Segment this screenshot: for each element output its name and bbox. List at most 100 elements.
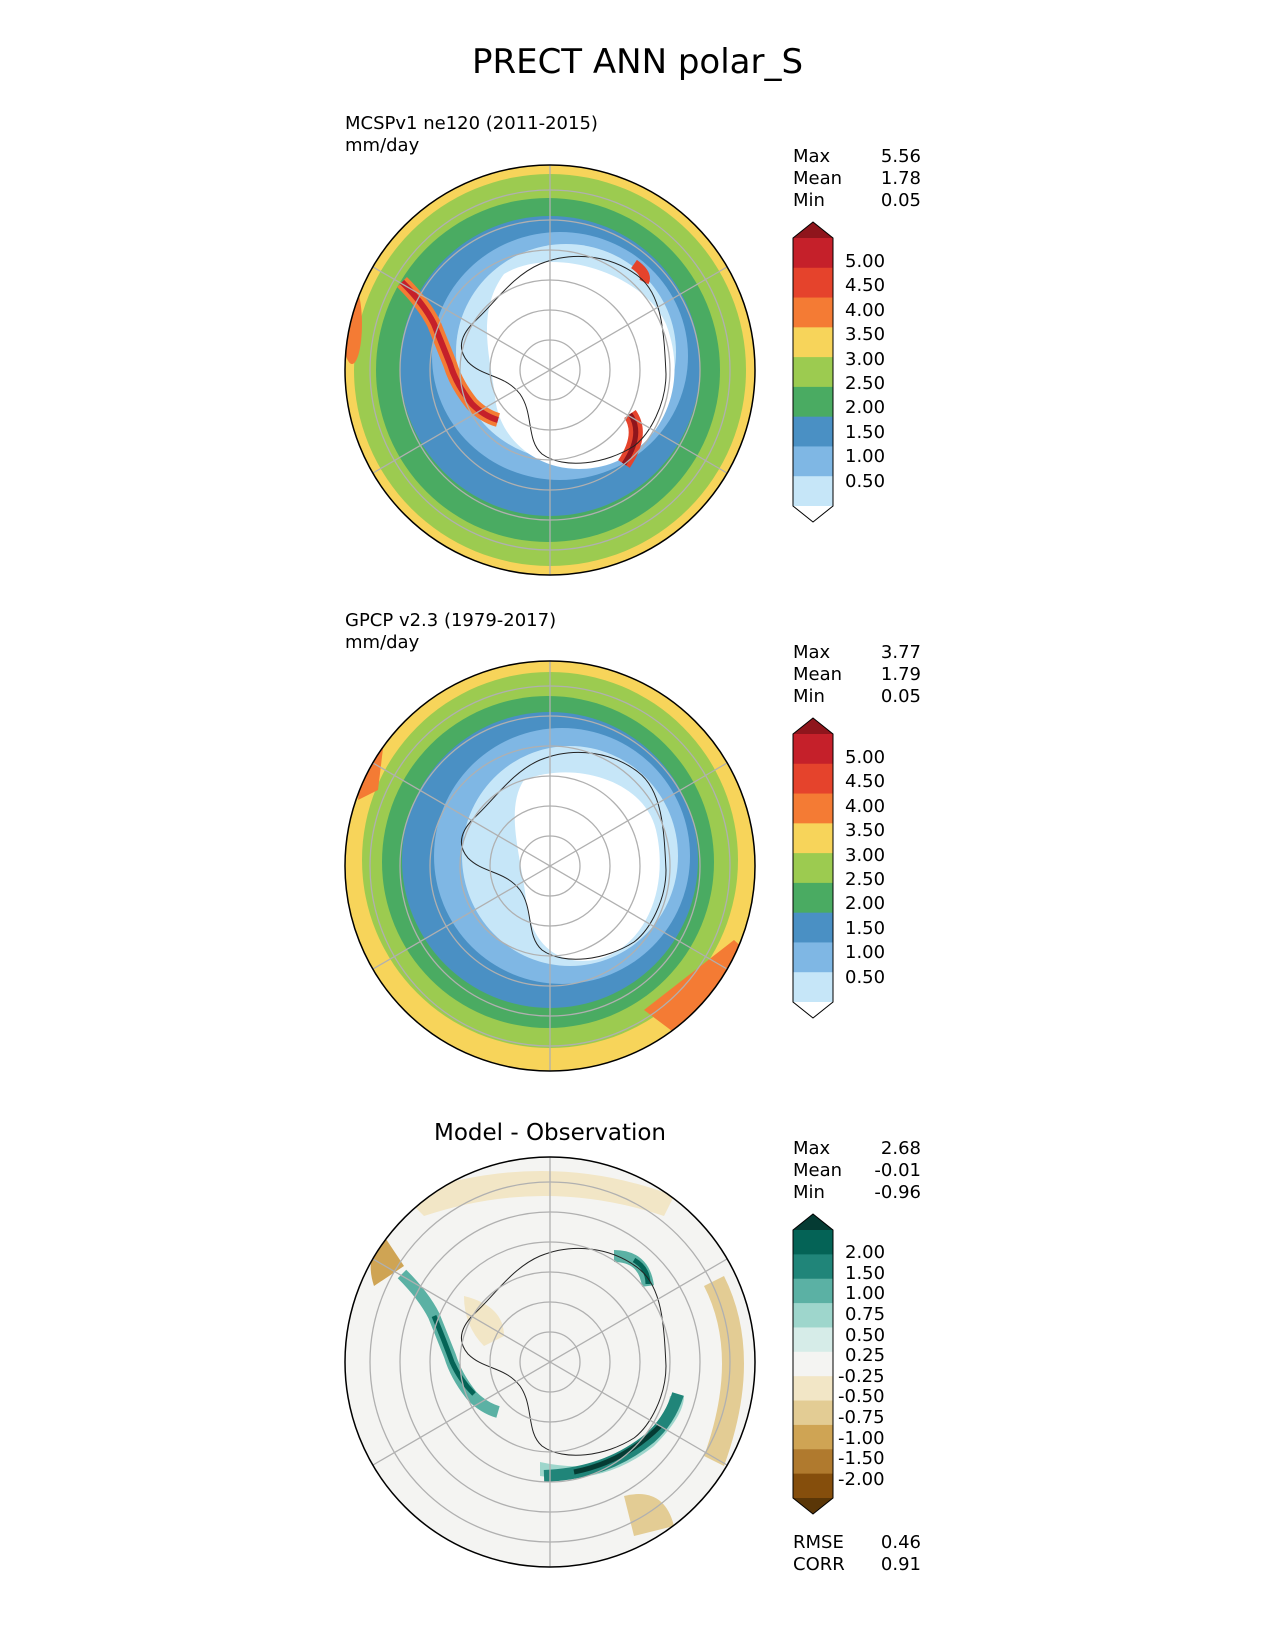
- panel-2-cb-tick: 3.50: [845, 820, 886, 841]
- colorbar-segment: [793, 1400, 833, 1426]
- colorbar-segment: [793, 1376, 833, 1402]
- panel-3-cb-tick: 1.50: [845, 1263, 886, 1284]
- colorbar-segment: [793, 297, 833, 328]
- panel-3-rmse-label: RMSE: [793, 1532, 844, 1553]
- panel-1-stat-max-label: Max: [793, 146, 831, 167]
- panel-3-cb-tick: -1.50: [838, 1448, 885, 1469]
- panel-1-stat-mean-value: 1.78: [880, 168, 921, 189]
- panel-3-corr-label: CORR: [793, 1554, 845, 1575]
- panel-1-name: MCSPv1 ne120 (2011-2015): [345, 113, 598, 134]
- colorbar-segment: [793, 327, 833, 358]
- panel-3-stat-min-label: Min: [793, 1182, 825, 1203]
- panel-3-stat-max-label: Max: [793, 1138, 831, 1159]
- colorbar-segment: [793, 1351, 833, 1377]
- colorbar-outline: [792, 221, 834, 523]
- colorbar-segment: [793, 386, 833, 418]
- colorbar-segment: [793, 446, 833, 477]
- panel-3-corr-value: 0.91: [880, 1554, 921, 1575]
- panel-3-cb-tick: -0.75: [838, 1407, 885, 1428]
- colorbar-extend-bottom: [793, 1498, 833, 1514]
- panel-3-title: Model - Observation: [433, 1120, 667, 1146]
- colorbar-outline: [792, 1213, 834, 1515]
- colorbar-extend-bottom: [793, 1002, 833, 1018]
- panel-2-map: [344, 660, 756, 1072]
- panel-1-cb-tick: 4.00: [845, 300, 886, 321]
- panel-1-stat-mean-label: Mean: [793, 168, 843, 189]
- teal-band-w-core: [431, 1315, 476, 1396]
- panel-3-stat-min-value: -0.96: [874, 1182, 921, 1203]
- teal-band-se-core: [573, 1424, 662, 1475]
- coastline: [460, 751, 667, 960]
- colorbar-segment: [793, 882, 833, 914]
- panel-1-cb-tick: 5.00: [845, 251, 886, 272]
- panel-3-stat-mean-value: -0.01: [874, 1160, 921, 1181]
- colorbar-segment: [793, 942, 833, 973]
- panel-3-cb-tick: -0.50: [838, 1386, 885, 1407]
- panel-1-cb-tick: 1.50: [845, 422, 886, 443]
- panel-2-stat-mean-label: Mean: [793, 664, 843, 685]
- panel-3-colorbar: [792, 1213, 834, 1515]
- panel-2-stat-max-value: 3.77: [880, 642, 921, 663]
- panel-3-stat-mean-label: Mean: [793, 1160, 843, 1181]
- panel-2-cb-tick: 1.00: [845, 942, 886, 963]
- colorbar-segment: [793, 853, 833, 884]
- colorbar-segment: [793, 1473, 833, 1499]
- dry-interior: [514, 772, 660, 961]
- panel-2-stat-min-value: 0.05: [880, 686, 921, 707]
- panel-2-colorbar: [792, 717, 834, 1019]
- panel-2-cb-tick: 0.50: [845, 967, 886, 988]
- colorbar-extend-bottom: [793, 506, 833, 522]
- graticule: [369, 1157, 731, 1567]
- panel-3-cb-tick: -2.00: [838, 1469, 885, 1490]
- panel-2-stat-max-label: Max: [793, 642, 831, 663]
- panel-1-cb-tick: 2.00: [845, 397, 886, 418]
- panel-2-cb-tick: 1.50: [845, 918, 886, 939]
- panel-1-cb-tick: 4.50: [845, 275, 886, 296]
- panel-3-cb-tick: 1.00: [845, 1283, 886, 1304]
- colorbar-segment: [793, 1254, 833, 1280]
- panel-2-cb-tick: 2.50: [845, 869, 886, 890]
- colorbar-outline: [792, 717, 834, 1019]
- coastline: [460, 255, 667, 464]
- colorbar-segment: [793, 763, 833, 795]
- figure-title: PRECT ANN polar_S: [471, 42, 804, 82]
- panel-2-cb-tick: 3.00: [845, 845, 886, 866]
- colorbar-segment: [793, 357, 833, 388]
- tan-ring-top: [404, 1171, 674, 1216]
- colorbar-segment: [793, 476, 833, 507]
- panel-1-cb-tick: 2.50: [845, 373, 886, 394]
- peninsula-band-2: [399, 279, 499, 423]
- panel-1-units: mm/day: [345, 135, 420, 156]
- panel-3-cb-tick: 0.25: [845, 1345, 886, 1366]
- colorbar-segment: [793, 238, 833, 269]
- tan-interior: [464, 1296, 504, 1346]
- east-band-1: [630, 259, 650, 285]
- panel-3-cb-tick: 2.00: [845, 1242, 886, 1263]
- panel-2-units: mm/day: [345, 632, 420, 653]
- panel-2-stat-mean-value: 1.79: [880, 664, 921, 685]
- panel-3-cb-tick: -0.25: [838, 1366, 885, 1387]
- graticule: [369, 165, 731, 575]
- panel-3-cb-tick: 0.50: [845, 1325, 886, 1346]
- panel-2-stat-min-label: Min: [793, 686, 825, 707]
- panel-2-cb-tick: 4.50: [845, 771, 886, 792]
- panel-3-cb-tick: -1.00: [838, 1428, 885, 1449]
- panel-1-cb-tick: 0.50: [845, 471, 886, 492]
- panel-3-stat-max-value: 2.68: [880, 1138, 921, 1159]
- colorbar-extend-top: [793, 222, 833, 238]
- panel-1-stat-max-value: 5.56: [880, 146, 921, 167]
- coastline: [460, 1247, 667, 1456]
- colorbar-segment: [793, 823, 833, 854]
- panel-3-map: [344, 1156, 756, 1568]
- panel-2-name: GPCP v2.3 (1979-2017): [345, 610, 557, 631]
- colorbar-segment: [793, 1278, 833, 1304]
- panel-3-rmse-value: 0.46: [880, 1532, 921, 1553]
- panel-1-cb-tick: 3.50: [845, 324, 886, 345]
- colorbar-segment: [793, 972, 833, 1003]
- colorbar-segment: [793, 734, 833, 765]
- panel-1-cb-tick: 3.00: [845, 349, 886, 370]
- tan-bottom: [624, 1494, 674, 1536]
- panel-3-cb-tick: 0.75: [845, 1304, 886, 1325]
- panel-1-map: [344, 164, 756, 576]
- colorbar-extend-top: [793, 718, 833, 734]
